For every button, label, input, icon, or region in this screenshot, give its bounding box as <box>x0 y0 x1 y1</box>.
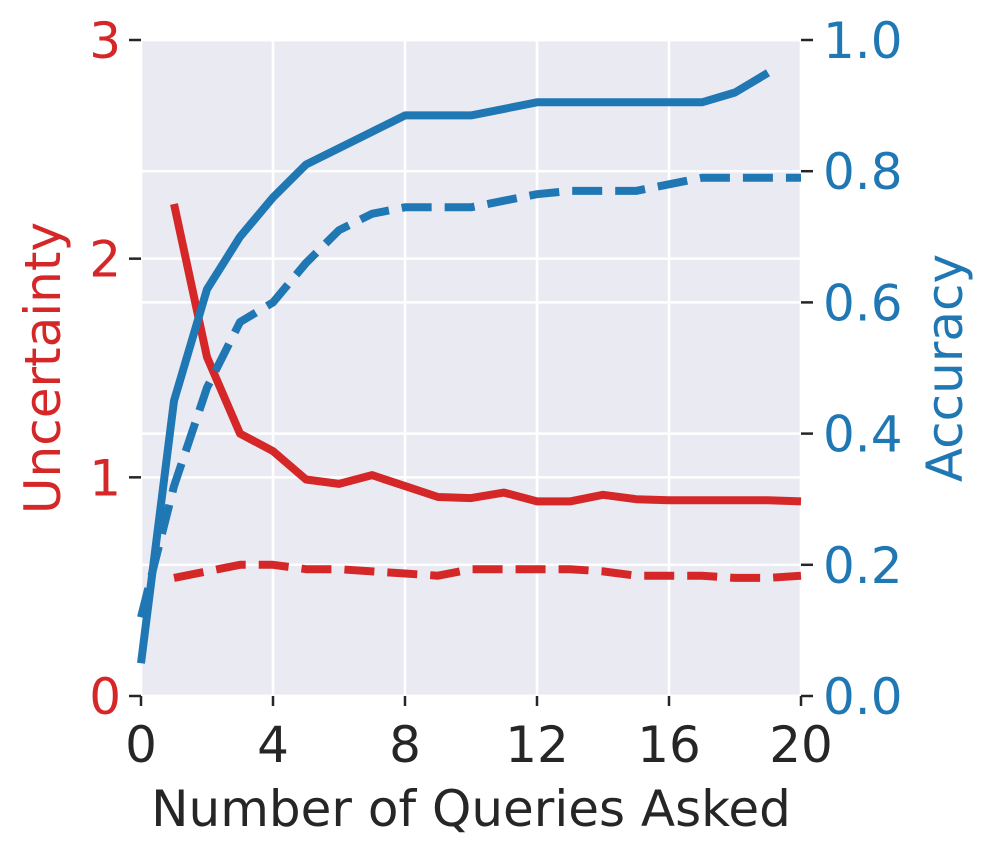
x-tick-label: 8 <box>389 716 421 774</box>
x-tick-label: 16 <box>637 716 701 774</box>
y-left-tick-label: 1 <box>89 449 121 507</box>
x-axis-title: Number of Queries Asked <box>151 780 791 838</box>
y-left-tick-label: 0 <box>89 668 121 726</box>
x-tick-label: 4 <box>257 716 289 774</box>
accuracy-dashed-line <box>137 173 801 619</box>
y-right-tick-label: 0.8 <box>823 143 903 201</box>
x-tick-label: 20 <box>769 716 833 774</box>
x-tick-label: 0 <box>125 716 157 774</box>
right-axis-title: Accuracy <box>916 254 974 482</box>
uncertainty-dashed-line <box>173 560 802 582</box>
accuracy-solid-line <box>137 69 771 664</box>
y-left-tick-label: 2 <box>89 231 121 289</box>
series-lines <box>137 69 802 664</box>
y-right-tick-label: 0.2 <box>823 537 903 595</box>
grid-lines <box>139 38 803 698</box>
left-axis-title: Uncertainty <box>14 222 72 514</box>
y-right-tick-label: 1.0 <box>823 12 903 70</box>
y-left-tick-label: 3 <box>89 12 121 70</box>
x-tick-label: 12 <box>505 716 569 774</box>
plot-background <box>141 40 801 696</box>
uncertainty-solid-line <box>170 203 802 506</box>
y-right-tick-label: 0.0 <box>823 668 903 726</box>
y-right-tick-label: 0.4 <box>823 406 903 464</box>
y-right-tick-label: 0.6 <box>823 274 903 332</box>
